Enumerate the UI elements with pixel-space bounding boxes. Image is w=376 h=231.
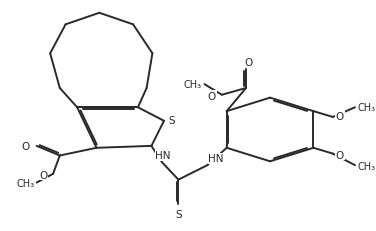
- Text: S: S: [169, 115, 176, 125]
- Text: O: O: [336, 112, 344, 122]
- Text: CH₃: CH₃: [17, 179, 35, 189]
- Text: CH₃: CH₃: [358, 103, 376, 113]
- Text: O: O: [22, 141, 30, 151]
- Text: CH₃: CH₃: [183, 80, 202, 90]
- Text: HN: HN: [155, 151, 171, 161]
- Text: HN: HN: [208, 154, 224, 164]
- Text: O: O: [336, 150, 344, 160]
- Text: S: S: [175, 209, 182, 219]
- Text: O: O: [39, 170, 47, 180]
- Text: O: O: [245, 58, 253, 67]
- Text: CH₃: CH₃: [358, 161, 376, 171]
- Text: O: O: [208, 91, 216, 101]
